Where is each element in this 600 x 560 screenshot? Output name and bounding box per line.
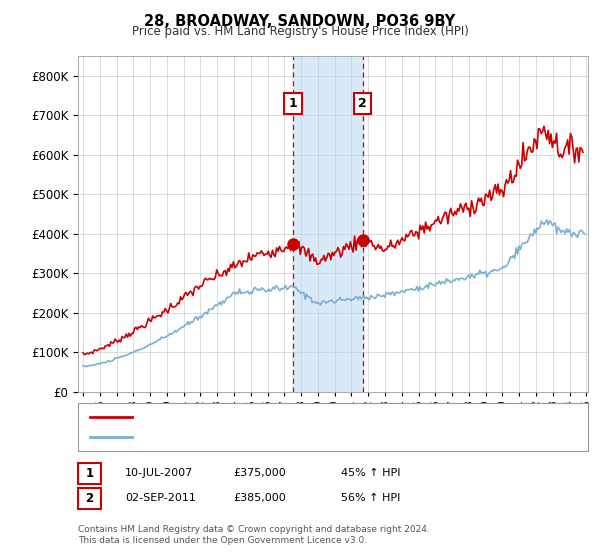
Text: 56% ↑ HPI: 56% ↑ HPI bbox=[341, 493, 400, 503]
Text: Price paid vs. HM Land Registry's House Price Index (HPI): Price paid vs. HM Land Registry's House … bbox=[131, 25, 469, 38]
Text: £385,000: £385,000 bbox=[233, 493, 286, 503]
Text: HPI: Average price, detached house, Isle of Wight: HPI: Average price, detached house, Isle… bbox=[141, 432, 399, 442]
Text: 10-JUL-2007: 10-JUL-2007 bbox=[125, 468, 193, 478]
Text: Contains HM Land Registry data © Crown copyright and database right 2024.
This d: Contains HM Land Registry data © Crown c… bbox=[78, 525, 430, 545]
Text: 1: 1 bbox=[85, 466, 94, 480]
Text: 2: 2 bbox=[85, 492, 94, 505]
Text: 2: 2 bbox=[358, 97, 367, 110]
Text: 02-SEP-2011: 02-SEP-2011 bbox=[125, 493, 196, 503]
Bar bbox=[293, 56, 362, 392]
Text: £375,000: £375,000 bbox=[233, 468, 286, 478]
Text: 45% ↑ HPI: 45% ↑ HPI bbox=[341, 468, 400, 478]
Text: 28, BROADWAY, SANDOWN, PO36 9BY (detached house): 28, BROADWAY, SANDOWN, PO36 9BY (detache… bbox=[141, 412, 435, 422]
Text: 28, BROADWAY, SANDOWN, PO36 9BY: 28, BROADWAY, SANDOWN, PO36 9BY bbox=[145, 14, 455, 29]
Text: 1: 1 bbox=[289, 97, 298, 110]
